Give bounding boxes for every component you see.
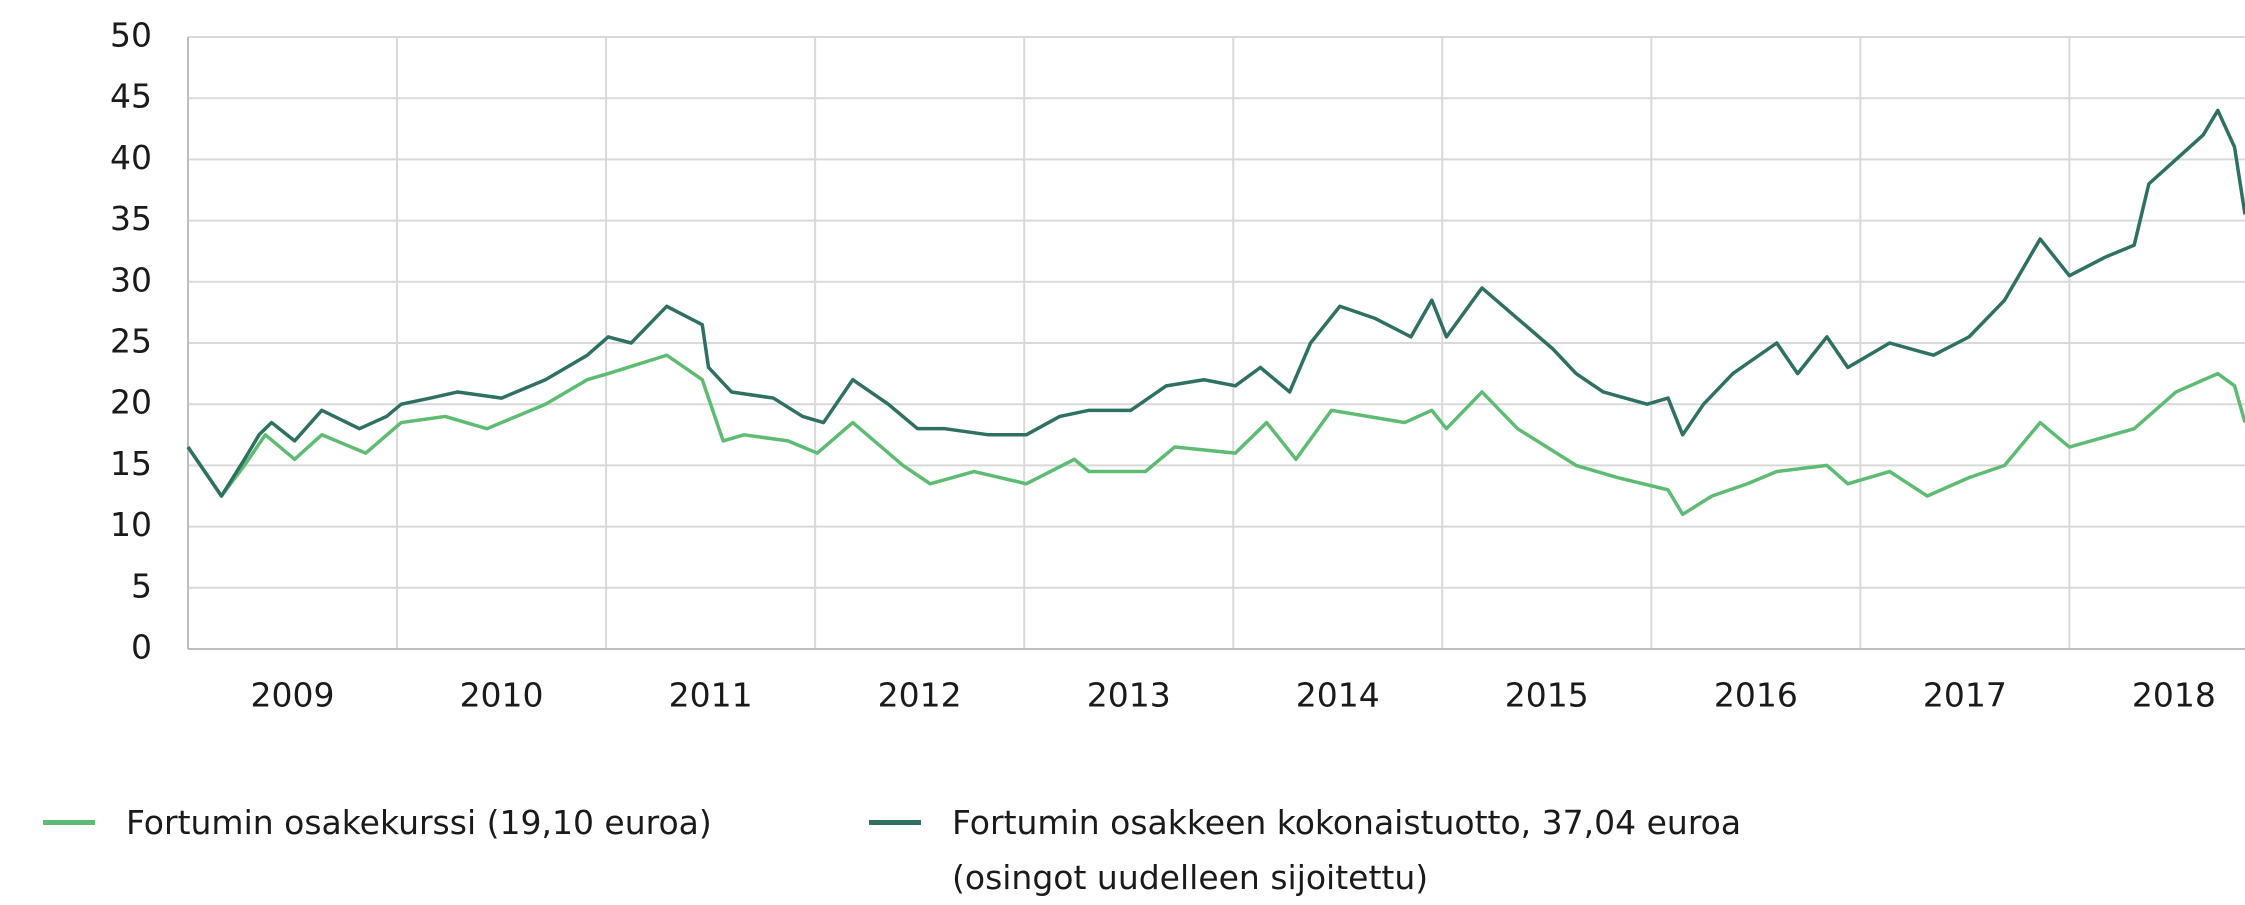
x-tick-label: 2015 — [1505, 676, 1589, 715]
chart: 0 5 10 15 20 25 30 35 40 45 50 2009 2010 2011 2012 2013… — [110, 16, 2245, 715]
y-tick-label: 40 — [110, 138, 152, 177]
y-tick-label: 25 — [110, 322, 152, 361]
y-tick-label: 5 — [131, 566, 152, 605]
legend-label: Fortumin osakekurssi (19,10 euroa) — [126, 803, 712, 842]
x-tick-label: 2009 — [251, 676, 335, 715]
y-tick-label: 15 — [110, 444, 152, 483]
y-tick-label: 30 — [110, 260, 152, 299]
y-tick-label: 35 — [110, 199, 152, 238]
x-tick-label: 2014 — [1296, 676, 1380, 715]
y-tick-label: 10 — [110, 505, 152, 544]
y-tick-label: 50 — [110, 16, 152, 55]
y-tick-label: 45 — [110, 77, 152, 116]
line-series — [186, 353, 2245, 517]
line-series — [186, 108, 2245, 498]
y-tick-label: 20 — [110, 383, 152, 422]
legend-swatch — [869, 820, 921, 825]
legend-label: Fortumin osakkeen kokonaistuotto, 37,04 … — [952, 803, 1742, 897]
y-tick-label: 0 — [131, 628, 152, 667]
x-tick-label: 2010 — [460, 676, 544, 715]
x-tick-label: 2013 — [1087, 676, 1171, 715]
x-tick-label: 2012 — [878, 676, 962, 715]
x-tick-label: 2017 — [1923, 676, 2007, 715]
x-tick-label: 2016 — [1714, 676, 1798, 715]
legend-swatch — [43, 820, 95, 825]
x-tick-label: 2011 — [669, 676, 753, 715]
x-tick-label: 2018 — [2132, 676, 2216, 715]
